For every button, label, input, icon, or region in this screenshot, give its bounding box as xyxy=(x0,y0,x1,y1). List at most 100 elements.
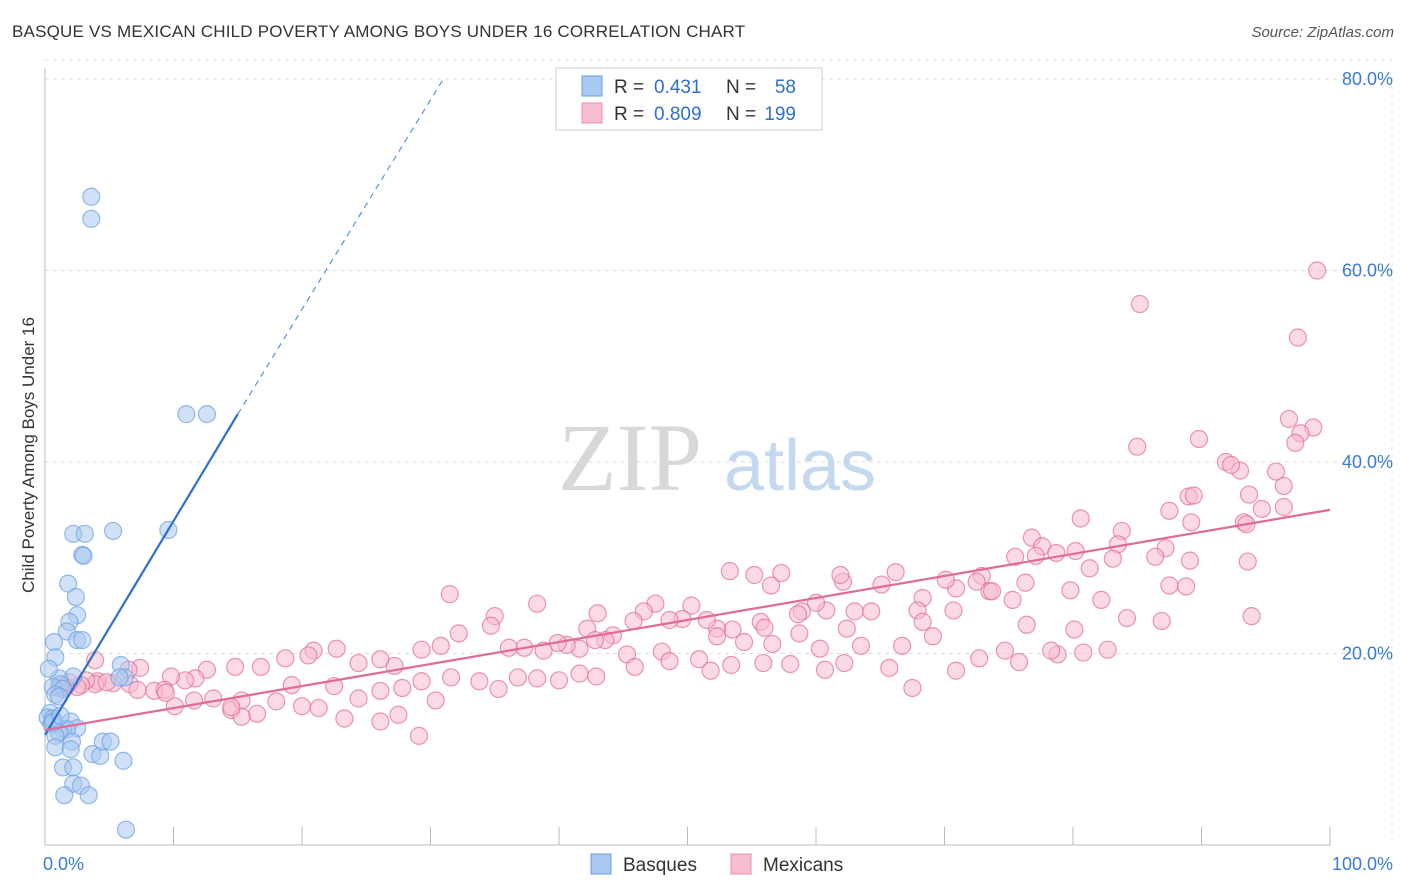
point-mexicans-170 xyxy=(701,661,720,680)
point-mexicans-90 xyxy=(440,585,459,604)
point-mexicans-88 xyxy=(528,594,547,613)
point-mexicans-80 xyxy=(697,610,716,630)
point-mexicans-9 xyxy=(1189,429,1209,449)
point-basques-23 xyxy=(39,659,58,678)
point-mexicans-69 xyxy=(1152,611,1171,631)
trend-line-basques xyxy=(44,413,239,736)
point-mexicans-42 xyxy=(1160,576,1179,595)
point-mexicans-7 xyxy=(1266,462,1286,481)
point-mexicans-174 xyxy=(815,660,835,679)
point-mexicans-173 xyxy=(781,654,800,674)
point-mexicans-110 xyxy=(499,638,518,657)
point-mexicans-17 xyxy=(1184,486,1203,505)
point-mexicans-189 xyxy=(335,709,354,728)
point-basques-53 xyxy=(79,786,98,805)
point-basques-0 xyxy=(82,187,101,206)
grid-lines xyxy=(45,59,1393,845)
point-mexicans-164 xyxy=(549,671,569,690)
chart-title: BASQUE VS MEXICAN CHILD POVERTY AMONG BO… xyxy=(12,22,746,41)
point-basques-2 xyxy=(177,405,196,424)
point-basques-47 xyxy=(114,751,133,770)
point-mexicans-163 xyxy=(528,669,547,688)
basques-stats-r-label: R = xyxy=(614,77,644,98)
point-mexicans-0 xyxy=(1308,261,1327,280)
point-mexicans-93 xyxy=(763,634,782,654)
point-mexicans-116 xyxy=(371,650,390,669)
point-mexicans-75 xyxy=(790,624,809,643)
point-mexicans-178 xyxy=(946,661,966,680)
basques-stats-r-value: 0.431 xyxy=(654,77,702,98)
point-mexicans-62 xyxy=(862,602,881,621)
point-mexicans-24 xyxy=(1071,509,1090,528)
point-mexicans-168 xyxy=(660,652,679,671)
y-tick-label-80: 80.0% xyxy=(1342,69,1393,89)
mexicans-stats-n-value: 199 xyxy=(764,104,796,125)
point-mexicans-77 xyxy=(734,632,754,652)
point-mexicans-183 xyxy=(1098,640,1117,659)
point-mexicans-192 xyxy=(426,691,445,710)
point-mexicans-191 xyxy=(389,705,408,724)
point-basques-54 xyxy=(116,820,136,839)
basques-stats-swatch xyxy=(581,75,603,97)
point-mexicans-63 xyxy=(845,602,864,621)
trend-line-basques-extension xyxy=(237,78,444,415)
point-mexicans-73 xyxy=(913,612,932,632)
mexicans-stats-r-label: R = xyxy=(614,104,644,125)
point-mexicans-54 xyxy=(886,563,905,582)
point-mexicans-95 xyxy=(851,636,871,655)
y-axis-title: Child Poverty Among Boys Under 16 xyxy=(19,317,38,593)
point-mexicans-172 xyxy=(754,653,773,673)
y-tick-label-60: 60.0% xyxy=(1342,261,1393,281)
point-mexicans-159 xyxy=(441,668,461,687)
point-mexicans-185 xyxy=(292,697,312,716)
point-mexicans-91 xyxy=(660,610,679,630)
legend-mexicans-swatch xyxy=(730,853,752,875)
x-tick-labels: 0.0% 100.0% xyxy=(43,854,1393,874)
point-mexicans-1 xyxy=(1130,294,1149,314)
point-mexicans-92 xyxy=(707,627,727,646)
point-mexicans-71 xyxy=(1017,615,1036,634)
point-basques-3 xyxy=(197,405,217,424)
point-mexicans-51 xyxy=(872,575,891,594)
point-mexicans-59 xyxy=(761,576,781,595)
point-basques-9 xyxy=(74,546,93,565)
point-mexicans-85 xyxy=(624,611,643,631)
point-mexicans-13 xyxy=(1274,476,1293,496)
point-mexicans-2 xyxy=(1288,328,1307,347)
point-mexicans-6 xyxy=(1286,433,1305,452)
watermark-zip: ZIP xyxy=(558,404,702,511)
source-label: Source: ZipAtlas.com xyxy=(1251,24,1394,41)
point-mexicans-78 xyxy=(723,620,742,639)
point-mexicans-182 xyxy=(1074,643,1093,662)
point-basques-46 xyxy=(101,732,120,751)
basques-stats-n-value: 58 xyxy=(775,77,796,98)
point-basques-42 xyxy=(61,740,80,759)
point-mexicans-40 xyxy=(1061,581,1080,600)
point-mexicans-53 xyxy=(831,565,850,585)
point-mexicans-15 xyxy=(1239,485,1259,504)
point-mexicans-49 xyxy=(1003,590,1022,609)
point-mexicans-37 xyxy=(1146,547,1165,566)
watermark-atlas: atlas xyxy=(724,426,876,506)
legend-mexicans-label: Mexicans xyxy=(763,855,843,876)
point-mexicans-35 xyxy=(1080,559,1099,578)
point-mexicans-153 xyxy=(282,675,301,695)
point-mexicans-149 xyxy=(204,689,223,708)
point-mexicans-114 xyxy=(412,640,431,659)
point-mexicans-188 xyxy=(222,698,241,717)
point-mexicans-30 xyxy=(1180,551,1200,570)
point-mexicans-186 xyxy=(309,698,328,718)
point-basques-1 xyxy=(82,209,101,228)
point-mexicans-123 xyxy=(226,657,245,677)
basques-stats-n-label: N = xyxy=(726,77,756,98)
x-tick-label-100: 100.0% xyxy=(1332,854,1393,874)
point-mexicans-113 xyxy=(431,636,450,655)
legend-basques-swatch xyxy=(590,853,612,875)
point-mexicans-81 xyxy=(682,596,701,615)
point-mexicans-111 xyxy=(481,616,500,635)
point-mexicans-179 xyxy=(970,649,989,668)
point-mexicans-190 xyxy=(371,712,390,731)
point-basques-10 xyxy=(59,574,78,593)
point-mexicans-31 xyxy=(1238,552,1257,571)
